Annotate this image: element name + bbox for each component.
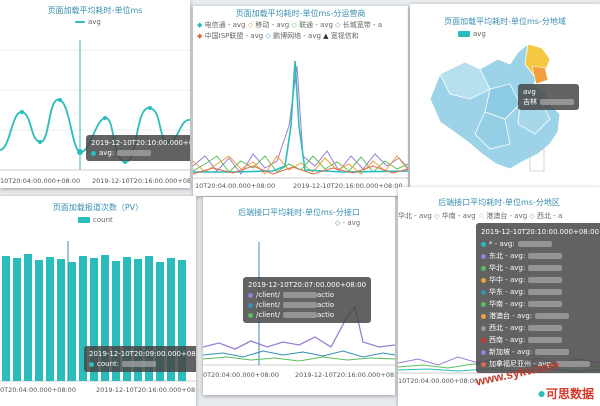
panel-title: 后端接口平均耗时-单位ms-分接口: [238, 208, 360, 217]
panel-pv-count: 页面加载报道次数（PV） count 2019-12-10T20:09:00.0…: [0, 196, 196, 406]
legend-swatch: [75, 21, 85, 23]
x-axis-label-2: 2019-12-10T20:16:00.000+08:00: [293, 182, 403, 190]
x-axis-label-2: 2019-12-10T20:16:00.000+08:00: [96, 386, 196, 394]
multi-line-chart[interactable]: [193, 6, 408, 196]
tooltip: 2019-12-10T20:10:00.000+08:00 avg:: [86, 135, 190, 161]
tooltip: 2019-12-10T20:10:00.000+08:00 * - avg: 东…: [476, 223, 600, 373]
x-axis-label-1: 10T20:04:00.000+08:00: [0, 177, 81, 185]
panel-title: 页面加载平均耗时-单位ms-分运营商: [235, 9, 366, 18]
tooltip: 2019-12-10T20:09:00.000+08:00 count:: [84, 346, 196, 372]
bar-chart[interactable]: [0, 196, 196, 406]
legend-avg[interactable]: avg: [75, 18, 101, 26]
panel-title: 页面加载平均耗时-单位ms: [47, 6, 143, 15]
tooltip: 2019-12-10T20:07:00.000+08:00 /client/ac…: [243, 277, 372, 323]
panel-backend-by-interface: 后端接口平均耗时-单位ms-分接口 ◇ - avg 2019-12-10T20:…: [203, 197, 395, 395]
legend-avg[interactable]: avg: [458, 30, 486, 38]
panel-page-load-avg: 页面加载平均耗时-单位ms avg 2019-12-10T20:10:00.00…: [0, 0, 190, 188]
x-axis-label-1: 10T20:04:00.000+08:00: [398, 377, 479, 385]
panel-backend-by-region: 后端接口平均耗时-单位ms-分地区 华北 - avg ◇ 华南 - avg ☆ …: [398, 187, 600, 406]
tooltip: avg 吉林: [518, 84, 579, 110]
legend-row-2[interactable]: ◆ 中国ISP联盟 - avg ◇ 鹏博网络 - avg ▲ 宽视信和: [197, 32, 359, 40]
x-axis-label-2: 2019-12-10T20:16:00.000+08:00: [92, 177, 190, 185]
panel-load-by-region-map: 页面加载平均耗时-单位ms-分地域 avg avg 吉林: [410, 4, 600, 192]
line-chart[interactable]: [0, 0, 190, 188]
legend-row[interactable]: 华北 - avg ◇ 华南 - avg ☆ 港澳台 - avg ◇ 西北 - a: [398, 212, 563, 220]
x-axis-label-1: 0T20:04:00.000+08:00: [0, 386, 76, 394]
legend-count[interactable]: count: [78, 216, 113, 224]
watermark-logo: ●可思数据: [533, 383, 598, 404]
panel-title: 页面加载平均耗时-单位ms-分地域: [444, 17, 566, 26]
x-axis-label-2: 2019-12-10T20:16:00.000+08:00: [295, 371, 395, 379]
china-map[interactable]: [410, 4, 600, 192]
panel-load-by-isp: 页面加载平均耗时-单位ms-分运营商 ◆ 电信通 - avg ◇ 移动 - av…: [193, 6, 408, 196]
x-axis-label-1: 0T20:04:00.000+08:00: [203, 371, 279, 379]
legend-avg[interactable]: ◇ - avg: [335, 219, 361, 227]
panel-title: 后端接口平均耗时-单位ms-分地区: [438, 198, 560, 207]
panel-title: 页面加载报道次数（PV）: [52, 203, 144, 212]
legend-row-1[interactable]: ◆ 电信通 - avg ◇ 移动 - avg ◇ 联通 - avg ◇ 长城宽带…: [197, 21, 383, 29]
x-axis-label-1: 10T20:04:00.000+08:00: [195, 182, 276, 190]
